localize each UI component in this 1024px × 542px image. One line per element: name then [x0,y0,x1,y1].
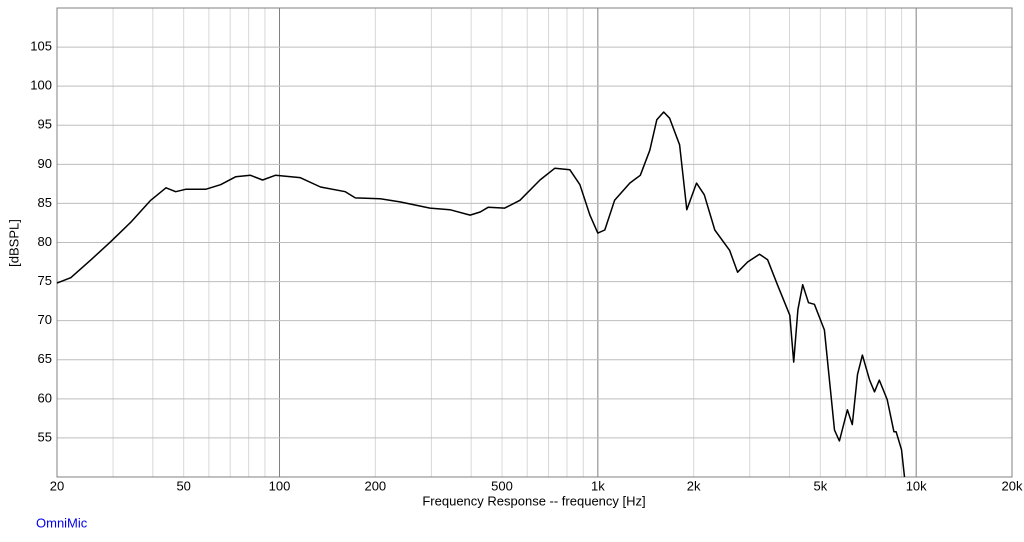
x-tick-label: 5k [813,478,827,493]
x-tick-label: 50 [176,478,190,493]
x-axis-label: Frequency Response -- frequency [Hz] [422,493,645,508]
x-tick-label: 100 [269,478,291,493]
y-axis-label: [dBSPL] [6,219,21,267]
plot-frame [56,7,1013,478]
x-tick-label: 20 [50,478,64,493]
x-tick-label: 10k [906,478,927,493]
data-line [56,111,906,478]
y-tick-label: 75 [38,273,52,288]
y-tick-label: 80 [38,234,52,249]
y-tick-label: 90 [38,156,52,171]
y-tick-label: 55 [38,429,52,444]
y-tick-label: 105 [30,39,52,54]
x-tick-label: 200 [364,478,386,493]
x-tick-label: 500 [491,478,513,493]
y-tick-label: 70 [38,312,52,327]
x-tick-label: 2k [687,478,701,493]
y-tick-label: 65 [38,351,52,366]
y-tick-label: 60 [38,390,52,405]
y-tick-label: 100 [30,78,52,93]
x-tick-label: 1k [591,478,605,493]
watermark: OmniMic [36,515,88,530]
y-tick-label: 95 [38,117,52,132]
x-tick-label: 20k [1002,478,1023,493]
y-tick-label: 85 [38,195,52,210]
